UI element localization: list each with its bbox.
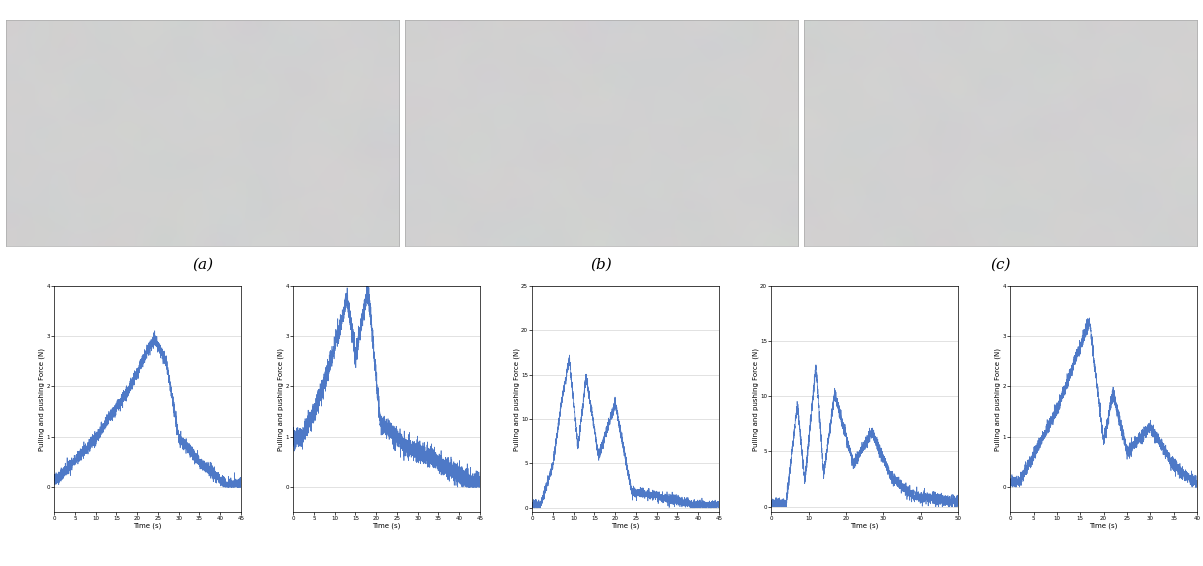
X-axis label: Time (s): Time (s) (373, 523, 401, 529)
Y-axis label: Pulling and pushing Force (N): Pulling and pushing Force (N) (38, 348, 45, 451)
Y-axis label: Pulling and pushing Force (N): Pulling and pushing Force (N) (514, 348, 520, 451)
X-axis label: Time (s): Time (s) (851, 523, 878, 529)
X-axis label: Time (s): Time (s) (611, 523, 640, 529)
Y-axis label: Pulling and pushing Force (N): Pulling and pushing Force (N) (995, 348, 1001, 451)
Y-axis label: Pulling and pushing Force (N): Pulling and pushing Force (N) (278, 348, 284, 451)
Y-axis label: Pulling and pushing Force (N): Pulling and pushing Force (N) (752, 348, 759, 451)
Text: (b): (b) (591, 258, 612, 272)
X-axis label: Time (s): Time (s) (134, 523, 161, 529)
Text: (c): (c) (990, 258, 1011, 272)
X-axis label: Time (s): Time (s) (1090, 523, 1118, 529)
Text: (a): (a) (192, 258, 213, 272)
